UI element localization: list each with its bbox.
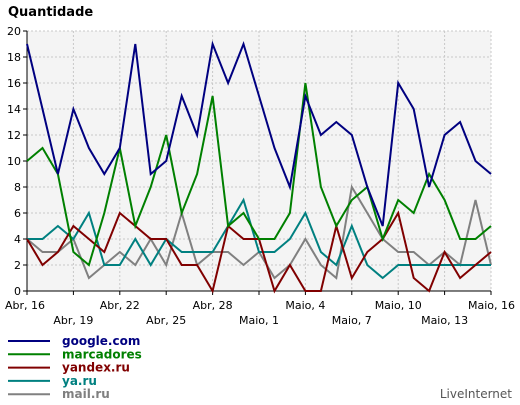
y-tick-label: 16	[7, 77, 21, 90]
y-axis-title: Quantidade	[8, 5, 93, 20]
y-tick-label: 2	[14, 259, 21, 272]
y-tick-label: 6	[14, 207, 21, 220]
legend-label: yandex.ru	[62, 361, 130, 375]
legend-item: ya.ru	[8, 374, 97, 388]
y-tick-label: 12	[7, 129, 21, 142]
x-tick-label: Maio, 1	[239, 314, 279, 327]
y-tick-label: 0	[14, 285, 21, 298]
x-tick-label: Maio, 4	[285, 299, 325, 312]
plot-area: 0 2 4 6 8 10 12 14 16 18 20 Abr, 16 Abr, 19 Abr, 22 Ab…	[5, 25, 515, 327]
x-tick-label: Abr, 22	[100, 299, 140, 312]
legend-label: mail.ru	[62, 387, 110, 401]
x-tick-label: Maio, 13	[421, 314, 468, 327]
x-tick-label: Maio, 7	[332, 314, 372, 327]
series-line-marcadores	[26, 82, 492, 267]
y-tick-label: 4	[14, 233, 21, 246]
y-tick-label: 10	[7, 155, 21, 168]
legend-item: google.com	[8, 334, 140, 348]
x-tick-label: Abr, 16	[5, 299, 45, 312]
x-tick-label: Maio, 16	[468, 299, 515, 312]
y-tick-label: 14	[7, 103, 21, 116]
legend-item: marcadores	[8, 347, 142, 361]
legend-label: ya.ru	[62, 374, 97, 388]
legend-label: marcadores	[62, 347, 142, 361]
x-tick-label: Abr, 25	[146, 314, 186, 327]
y-tick-label: 18	[7, 51, 21, 64]
x-tick-label: Abr, 19	[53, 314, 93, 327]
legend-item: yandex.ru	[8, 361, 130, 375]
brand-label: LiveInternet	[440, 387, 512, 401]
legend-item: mail.ru	[8, 387, 110, 401]
series-line-google-com	[26, 40, 492, 227]
series-line-ya-ru	[27, 197, 491, 280]
y-tick-label: 20	[7, 25, 21, 38]
x-tick-label: Abr, 28	[193, 299, 233, 312]
legend-label: google.com	[62, 334, 140, 348]
y-tick-label: 8	[14, 181, 21, 194]
legend: google.commarcadoresyandex.ruya.rumail.r…	[8, 334, 142, 401]
x-tick-label: Maio, 10	[375, 299, 422, 312]
